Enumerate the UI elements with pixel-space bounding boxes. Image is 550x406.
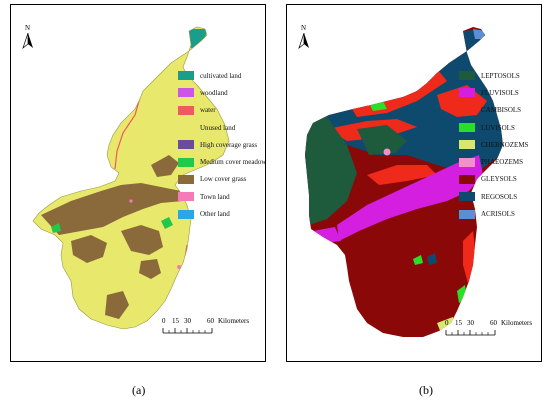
legend-label: woodland — [200, 88, 228, 97]
legend-item: PHAEOZEMS — [459, 153, 550, 170]
legend-label: LEPTOSOLS — [481, 71, 520, 80]
land-use-map — [32, 26, 230, 330]
land-use-map-panel: N cultivated land woodland water Unused … — [10, 4, 266, 362]
legend-label: Other land — [200, 210, 230, 219]
legend-item: LUVISOLS — [459, 119, 550, 136]
legend-label: ACRISOLS — [481, 210, 515, 219]
legend-label: Unused land — [200, 123, 236, 132]
panel-caption-b: (b) — [419, 383, 433, 397]
legend-label: water — [200, 106, 216, 115]
legend: LEPTOSOLS FLUVISOLS CAMBISOLS LUVISOLS C… — [459, 67, 550, 223]
north-arrow: N — [22, 25, 36, 51]
legend-item: CAMBISOLS — [459, 102, 550, 119]
scale-unit: Kilometers — [218, 317, 250, 325]
legend-label: Town land — [200, 192, 230, 201]
legend-item: woodland — [178, 84, 274, 101]
legend-swatch — [459, 209, 475, 219]
legend-label: LUVISOLS — [481, 123, 515, 132]
legend-item: water — [178, 102, 274, 119]
legend-label: CHERNOZEMS — [481, 140, 529, 149]
legend-item: FLUVISOLS — [459, 84, 550, 101]
legend-swatch — [459, 157, 475, 167]
scale-unit: Kilometers — [501, 319, 533, 327]
scale-tick-label: 60 — [490, 319, 497, 327]
legend-swatch — [459, 192, 475, 202]
north-arrow-icon — [22, 33, 33, 49]
legend-swatch — [459, 140, 475, 150]
scale-bar: 0 15 30 60 Kilometers — [162, 317, 258, 343]
legend-swatch — [178, 209, 194, 219]
legend-swatch — [178, 192, 194, 202]
legend-swatch — [178, 157, 194, 167]
legend-item: High coverage grass — [178, 136, 274, 153]
north-arrow: N — [298, 25, 312, 51]
scale-tick-label: 60 — [207, 317, 214, 325]
scale-tick-label: 15 — [455, 319, 462, 327]
scale-ruler — [445, 330, 496, 336]
legend-item: CHERNOZEMS — [459, 136, 550, 153]
scale-tick-label: 30 — [467, 319, 474, 327]
scale-tick-label: 15 — [172, 317, 179, 325]
legend-item: GLEYSOLS — [459, 171, 550, 188]
legend-label: FLUVISOLS — [481, 88, 519, 97]
legend-label: PHAEOZEMS — [481, 158, 524, 167]
legend-swatch — [178, 140, 194, 150]
legend-swatch — [459, 88, 475, 98]
panel-caption-a: (a) — [132, 383, 146, 397]
legend-swatch — [459, 105, 475, 115]
north-label: N — [301, 24, 307, 32]
legend-swatch — [178, 123, 194, 133]
legend-swatch — [459, 71, 475, 81]
legend-swatch — [459, 174, 475, 184]
scale-tick-label: 30 — [184, 317, 191, 325]
legend-swatch — [178, 71, 194, 81]
legend-item: LEPTOSOLS — [459, 67, 550, 84]
legend-label: cultivated land — [200, 71, 242, 80]
legend-label: Medium cover meadow — [200, 158, 267, 167]
north-label: N — [25, 24, 31, 32]
north-arrow-icon — [298, 33, 309, 49]
scale-tick-label: 0 — [445, 319, 449, 327]
legend-swatch — [178, 88, 194, 98]
scale-bar: 0 15 30 60 Kilometers — [445, 319, 541, 345]
legend-label: Low cover grass — [200, 175, 247, 184]
scale-tick-label: 0 — [162, 317, 166, 325]
scale-ruler — [162, 328, 213, 334]
legend-item: Other land — [178, 205, 274, 222]
legend-label: High coverage grass — [200, 140, 258, 149]
legend-item: ACRISOLS — [459, 205, 550, 222]
legend-item: Low cover grass — [178, 171, 274, 188]
legend-label: GLEYSOLS — [481, 175, 517, 184]
legend-swatch — [459, 123, 475, 133]
legend-label: CAMBISOLS — [481, 106, 522, 115]
legend: cultivated land woodland water Unused la… — [178, 67, 274, 223]
legend-swatch — [178, 174, 194, 184]
legend-label: REGOSOLS — [481, 192, 518, 201]
legend-swatch — [178, 105, 194, 115]
legend-item: Medium cover meadow — [178, 153, 274, 170]
legend-item: REGOSOLS — [459, 188, 550, 205]
legend-item: Unused land — [178, 119, 274, 136]
legend-item: cultivated land — [178, 67, 274, 84]
soil-type-map-panel: N LEPTOSOLS FLUVISOLS CAMBISOLS LUVISOLS… — [286, 4, 542, 362]
legend-item: Town land — [178, 188, 274, 205]
